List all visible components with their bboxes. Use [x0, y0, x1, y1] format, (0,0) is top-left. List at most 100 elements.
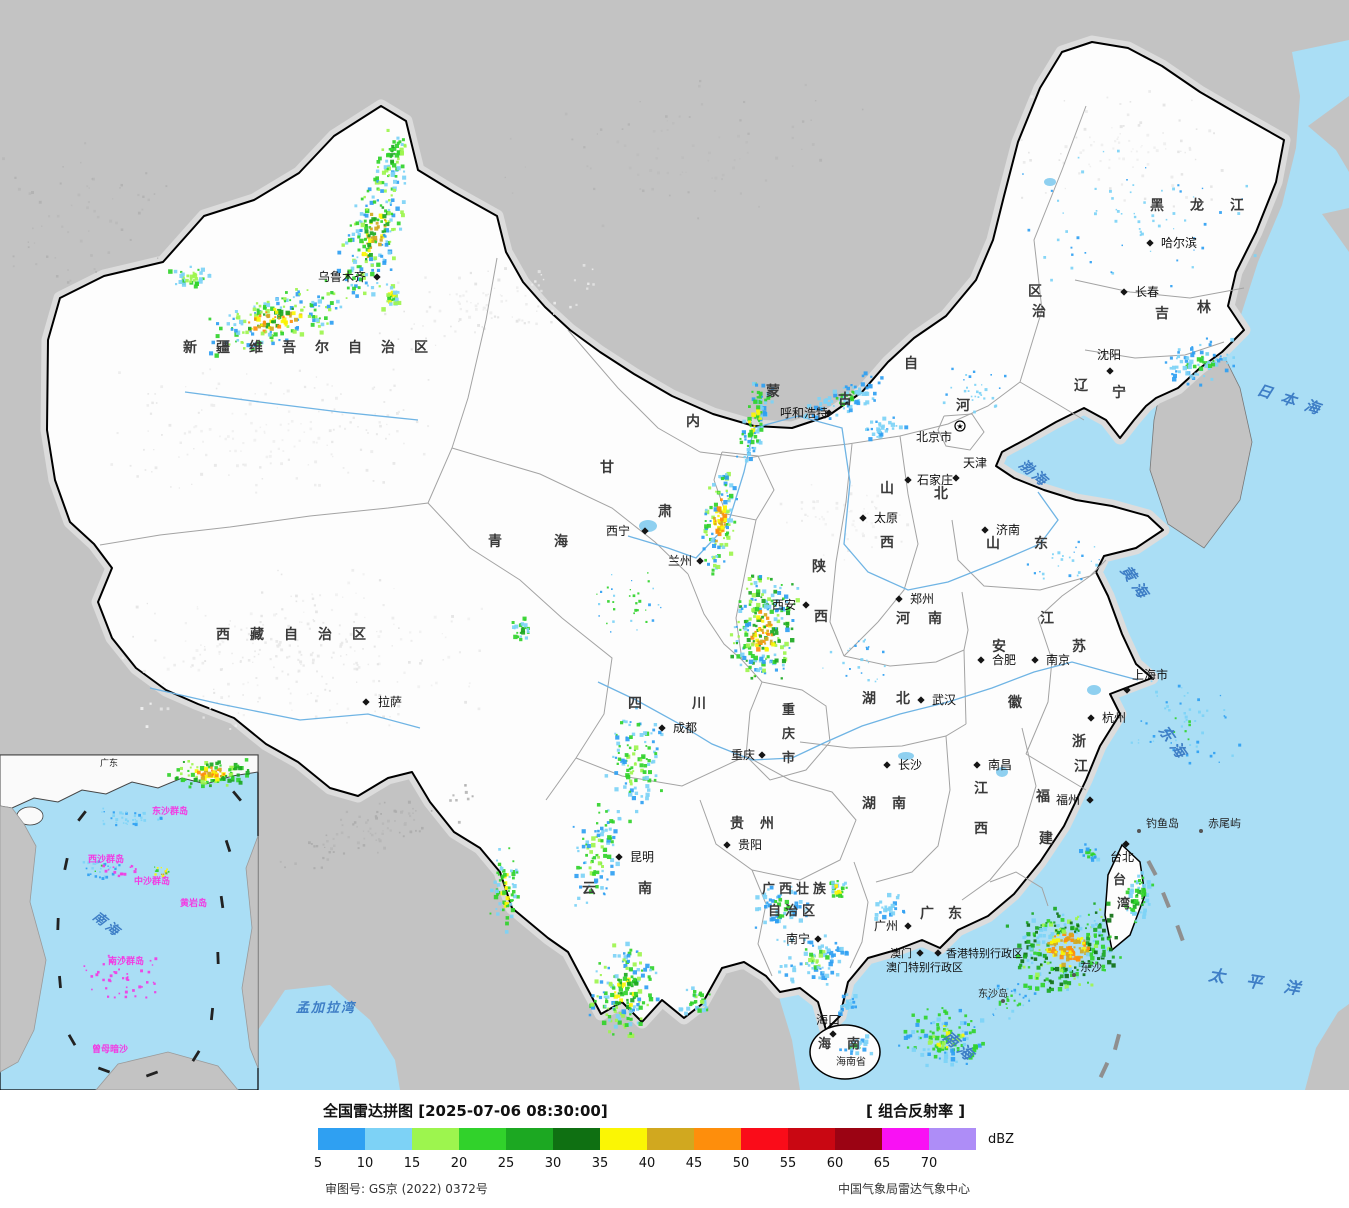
- radar-echo-cluster: [839, 1034, 874, 1056]
- boundary-dash: [219, 895, 225, 909]
- city-label: 长沙: [898, 758, 922, 772]
- radar-echo-cluster: [596, 572, 662, 633]
- province-label: 建: [1039, 830, 1053, 847]
- province-label: 苏: [1072, 638, 1086, 655]
- legend-tick: 65: [873, 1156, 891, 1171]
- legend-tick: 55: [779, 1156, 797, 1171]
- radar-echo-cluster: [1005, 901, 1122, 993]
- boundary-dash: [216, 951, 220, 965]
- province-label: 西: [880, 535, 894, 551]
- city-marker-diamond: [934, 949, 942, 957]
- inset-radar-echo-cluster: [101, 807, 163, 827]
- legend-swatch-25: [506, 1128, 553, 1150]
- city-label: 呼和浩特: [780, 405, 828, 420]
- province-label: 福: [1035, 788, 1050, 805]
- city-marker-diamond: [981, 526, 989, 534]
- boundary-dash: [67, 1034, 77, 1046]
- radar-echo-cluster: [874, 892, 906, 921]
- province-label: 湾: [1117, 896, 1130, 912]
- inset-radar-echo-cluster: [167, 758, 250, 789]
- color-scale-bar: [318, 1128, 976, 1150]
- city-label: 杭州: [1102, 710, 1126, 725]
- city-label: 天津: [963, 456, 987, 470]
- radar-echo-cluster: [1130, 680, 1242, 765]
- city-label: 重庆: [731, 748, 755, 762]
- radar-echo-cluster: [604, 706, 664, 824]
- radar-echo-cluster: [838, 993, 858, 1016]
- city-marker-diamond: [758, 751, 766, 759]
- legend-swatch-70: [929, 1128, 976, 1150]
- city-label: 澳门: [890, 946, 912, 960]
- inset-island-label: 中沙群岛: [134, 875, 170, 887]
- islet-dot: [1072, 973, 1076, 977]
- city-marker-diamond: [1087, 714, 1095, 722]
- radar-echo-cluster: [678, 986, 711, 1016]
- terrain-speckle: [779, 484, 910, 561]
- province-label: 甘: [600, 459, 614, 476]
- city-marker-diamond: [723, 841, 731, 849]
- radar-echo-cluster: [208, 279, 343, 358]
- radar-echo-cluster: [588, 941, 660, 1038]
- city-label: 台北: [1110, 849, 1134, 864]
- city-label: 石家庄: [917, 472, 953, 487]
- legend-tick: 35: [591, 1156, 609, 1171]
- province-label: 海: [554, 533, 568, 550]
- luzon-island: [1305, 1004, 1349, 1090]
- legend-tick: 20: [450, 1156, 468, 1171]
- radar-echo-cluster: [511, 616, 530, 642]
- radar-echo-cluster: [865, 416, 909, 442]
- radar-echo-cluster: [942, 367, 1007, 414]
- china-radar-map: 新疆维吾尔自治区西藏自治区青 海甘肃内蒙 古自治区黑龙江吉 林辽 宁河北山西山东河南陕西…: [0, 0, 1349, 1090]
- islet-dot: [1137, 829, 1141, 833]
- legend-swatch-10: [365, 1128, 412, 1150]
- city-label: 乌鲁木齐: [318, 269, 366, 284]
- province-label: 庆: [781, 726, 795, 742]
- radar-echo-cluster: [754, 885, 810, 929]
- license-text: 审图号: GS京 (2022) 0372号: [325, 1182, 488, 1196]
- city-label: 海口: [816, 1012, 840, 1027]
- city-marker-diamond: [1122, 840, 1130, 848]
- city-label: 太原: [874, 510, 898, 525]
- province-label: 青: [488, 533, 502, 550]
- province-label: 海南: [818, 1036, 876, 1052]
- city-marker-diamond: [802, 601, 810, 609]
- province-label: 自: [904, 355, 918, 372]
- lakes: [639, 178, 1101, 777]
- city-marker-diamond: [615, 853, 623, 861]
- radar-echo-cluster: [1022, 149, 1257, 288]
- boundary-dash: [63, 857, 69, 871]
- legend-tick: 70: [920, 1156, 938, 1171]
- island-label: 钓鱼岛: [1146, 816, 1179, 830]
- province-label: 江: [1074, 758, 1088, 775]
- terrain-speckle: [504, 79, 864, 228]
- product-label: [ 组合反射率 ]: [866, 1102, 966, 1120]
- legend-tick: 50: [732, 1156, 750, 1171]
- province-label: 贵州: [730, 815, 790, 832]
- south-china-sea-inset: [0, 754, 259, 1090]
- province-label: 区: [1028, 284, 1042, 300]
- province-label: 治: [1032, 303, 1046, 320]
- boundary-dash: [191, 1050, 201, 1062]
- inset-indochina: [0, 805, 47, 1073]
- yarlung-river: [149, 687, 421, 729]
- city-marker-diamond: [658, 724, 666, 732]
- city-label: 澳门特别行政区: [886, 960, 963, 974]
- province-label: 西藏自治区: [216, 626, 386, 643]
- boundary-dash: [145, 1070, 159, 1078]
- city-label: 香港特别行政区: [946, 946, 1023, 960]
- city-marker-diamond: [814, 935, 822, 943]
- city-label: 郑州: [910, 591, 934, 606]
- province-label: 四川: [628, 696, 756, 712]
- city-label: 昆明: [630, 850, 654, 864]
- nine-dash-line: [56, 790, 242, 1078]
- legend-tick: 15: [403, 1156, 421, 1171]
- legend-tick: 30: [544, 1156, 562, 1171]
- inset-island-label: 曾母暗沙: [92, 1043, 128, 1055]
- city-marker-diamond: [904, 476, 912, 484]
- inset-island-label: 黄岩岛: [180, 897, 207, 909]
- city-label: 哈尔滨: [1161, 235, 1197, 250]
- radar-echo-cluster: [829, 880, 848, 898]
- radar-echo-cluster: [736, 381, 775, 463]
- province-label: 山: [986, 536, 1000, 552]
- province-label: 江: [974, 780, 988, 797]
